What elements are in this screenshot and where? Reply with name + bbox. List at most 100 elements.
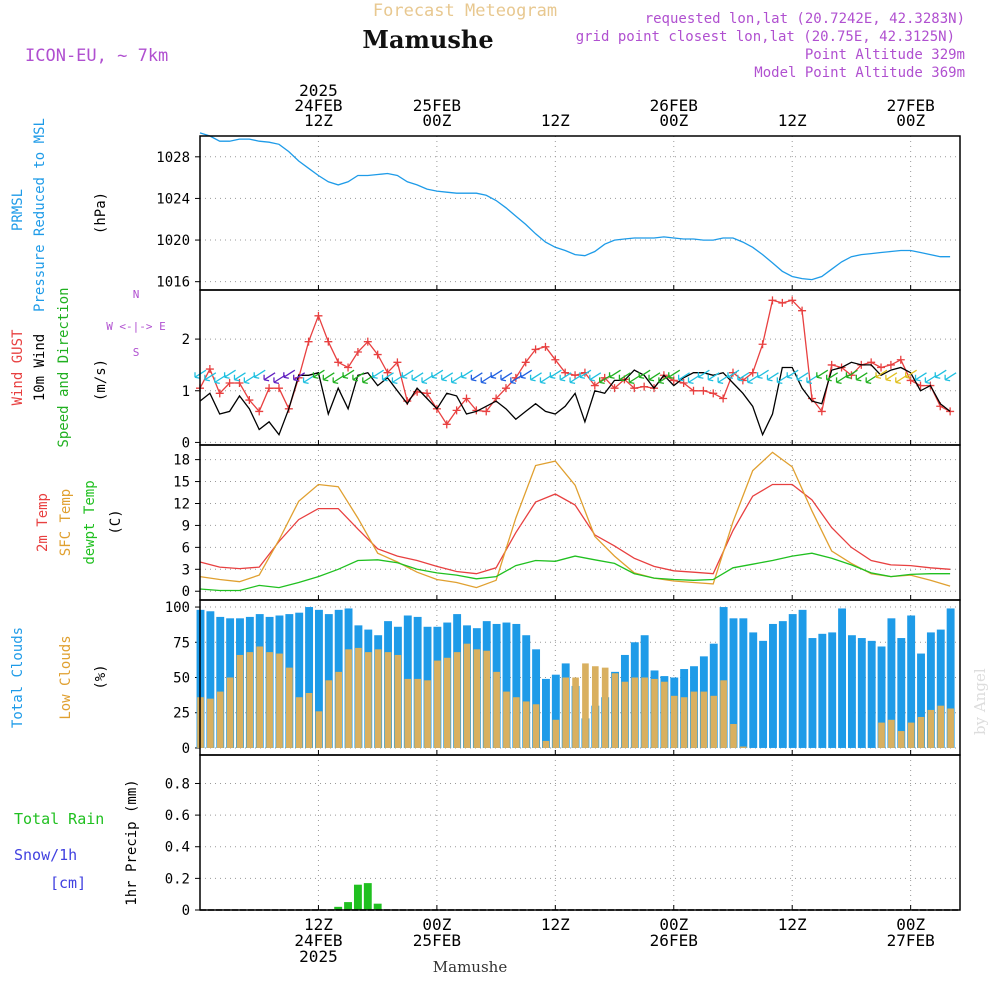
wind-direction-arrow	[628, 374, 641, 385]
total-clouds-bar	[759, 640, 768, 748]
wind-direction-arrow	[411, 372, 424, 382]
gust-marker	[393, 358, 402, 367]
y-tick-label: 9	[182, 518, 190, 534]
low-clouds-bar	[216, 691, 224, 748]
low-clouds-bar	[434, 660, 441, 748]
y-axis-label: 10m Wind	[32, 334, 48, 401]
total-clouds-bar	[551, 674, 560, 748]
total-clouds-bar	[542, 678, 550, 748]
top-time-label: 00Z	[659, 111, 688, 130]
low-clouds-bar	[355, 647, 362, 748]
low-clouds-bar	[582, 663, 589, 748]
wind-direction-arrow	[865, 374, 878, 385]
low-clouds-bar	[443, 657, 451, 748]
total-clouds-bar	[512, 623, 521, 748]
wind-direction-arrow	[668, 369, 681, 379]
gust-marker	[373, 350, 382, 359]
low-clouds-bar	[246, 652, 254, 748]
gust-marker	[462, 394, 471, 403]
total-clouds-bar	[847, 635, 856, 748]
gust-marker	[630, 384, 639, 393]
wind-direction-arrow	[441, 372, 454, 382]
low-clouds-bar	[907, 722, 915, 748]
bottom-time-label: 00Z	[896, 915, 925, 934]
wind-direction-arrow	[529, 372, 542, 382]
low-clouds-bar	[878, 722, 885, 748]
wind-direction-arrow	[904, 369, 917, 379]
low-clouds-bar	[345, 649, 352, 748]
gust-marker	[521, 358, 530, 367]
total-clouds-bar	[305, 607, 314, 748]
legend-snow: Snow/1h	[14, 846, 77, 864]
gust-marker	[344, 363, 353, 372]
wind-direction-arrow	[766, 372, 779, 382]
wind-direction-arrow	[273, 374, 286, 385]
low-clouds-bar	[522, 701, 530, 748]
low-clouds-bar	[286, 667, 293, 748]
compass-south: S	[133, 346, 140, 359]
gust-marker	[314, 311, 323, 320]
wind-direction-arrow	[737, 372, 750, 382]
wind-direction-arrow	[401, 369, 414, 379]
wind-direction-arrow	[204, 372, 217, 382]
low-clouds-bar	[542, 740, 550, 748]
y-tick-label: 12	[173, 496, 190, 512]
total-clouds-bar	[719, 607, 728, 748]
wind-direction-arrow	[944, 372, 957, 382]
low-clouds-bar	[937, 705, 945, 748]
watermark: by Angel	[971, 668, 989, 735]
y-axis-label: SFC Temp	[58, 489, 74, 556]
wind-direction-arrow	[677, 372, 690, 382]
wind-direction-arrow	[687, 374, 700, 385]
total-clouds-bar	[769, 623, 777, 748]
bottom-time-label: 24FEB	[294, 931, 342, 950]
gust-marker	[709, 389, 718, 398]
gust-marker	[886, 360, 895, 369]
model-label: ICON-EU, ~ 7km	[25, 46, 168, 66]
total-clouds-bar	[818, 633, 827, 748]
gust-marker	[561, 368, 570, 377]
gust-marker	[551, 355, 560, 364]
low-clouds-bar	[394, 654, 402, 748]
y-tick-label: 50	[173, 671, 190, 687]
low-clouds-bar	[335, 671, 342, 748]
y-tick-label: 2	[182, 332, 190, 348]
wind-direction-arrow	[372, 369, 385, 379]
wind-direction-arrow	[638, 369, 651, 379]
wind-direction-arrow	[717, 374, 730, 385]
gust-marker	[817, 407, 826, 416]
panel-temperature: 0 3 6 9 12 15 18 2m Temp SFC Temp dewpt Temp (C)	[35, 444, 961, 601]
gust-marker	[571, 371, 580, 380]
point-altitude: Point Altitude 329m	[805, 47, 965, 63]
series-line-10m-wind	[199, 361, 951, 437]
gust-marker	[501, 384, 510, 393]
gust-marker	[215, 389, 224, 398]
total-clouds-bar	[778, 621, 787, 748]
gust-marker	[699, 386, 708, 395]
gust-marker	[946, 407, 955, 416]
total-clouds-bar	[729, 618, 738, 748]
low-clouds-bar	[315, 711, 323, 748]
wind-direction-arrow	[293, 372, 306, 382]
panel-precip: 0 0.2 0.4 0.6 0.8 1hr Precip (mm) Total Rain Sn…	[14, 754, 961, 919]
gust-marker	[363, 337, 372, 346]
y-axis-label: dewpt Temp	[82, 480, 98, 564]
panel-clouds: 0 25 50 75 100 Total Clouds Low Clouds (%)	[10, 599, 961, 757]
low-clouds-bar	[424, 680, 431, 748]
gust-marker	[383, 368, 392, 377]
y-tick-label: 3	[182, 562, 190, 578]
total-clouds-bar	[897, 638, 906, 748]
top-time-label: 00Z	[422, 111, 451, 130]
wind-direction-arrow	[569, 374, 582, 385]
top-time-label: 2025	[299, 81, 338, 100]
wind-direction-arrow	[233, 372, 246, 382]
precip-bar	[344, 902, 352, 910]
low-clouds-bar	[305, 693, 313, 748]
low-clouds-bar	[552, 719, 560, 748]
low-clouds-bar	[226, 677, 234, 748]
model-point-altitude: Model Point Altitude 369m	[754, 65, 965, 81]
wind-direction-arrow	[796, 372, 809, 382]
wind-direction-arrow	[589, 372, 602, 382]
wind-direction-arrow	[549, 369, 562, 379]
